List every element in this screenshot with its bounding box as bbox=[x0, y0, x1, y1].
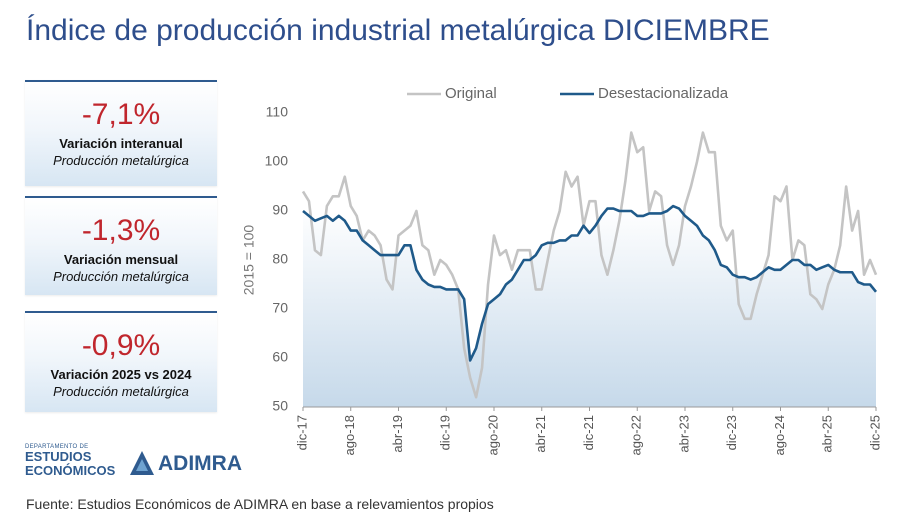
x-tick-label: dic-23 bbox=[724, 415, 739, 450]
x-tick-label: dic-19 bbox=[438, 415, 453, 450]
x-tick-label: dic-21 bbox=[581, 415, 596, 450]
legend-label: Original bbox=[445, 85, 497, 102]
kpi-label: Variación mensual bbox=[63, 252, 179, 267]
x-tick-label: abr-19 bbox=[390, 415, 405, 453]
kpi-card: -7,1% Variación interanual Producción me… bbox=[25, 80, 217, 186]
kpi-card: -0,9% Variación 2025 vs 2024 Producción … bbox=[25, 311, 217, 412]
kpi-sub: Producción metalúrgica bbox=[53, 269, 189, 284]
x-tick-label: ago-20 bbox=[485, 415, 500, 455]
area-fill bbox=[303, 206, 876, 407]
x-tick-label: dic-17 bbox=[294, 415, 309, 450]
kpi-sub: Producción metalúrgica bbox=[53, 384, 189, 399]
department-logo: DEPARTAMENTO DE ESTUDIOS ECONÓMICOS bbox=[25, 444, 115, 478]
x-tick-label: ago-24 bbox=[772, 415, 787, 455]
chart: 2015 = 100 50 60 70 80 90 100 110 dic-17 ago-18 ab… bbox=[241, 85, 883, 456]
kpi-card: -1,3% Variación mensual Producción metal… bbox=[25, 196, 217, 295]
kpi-value: -1,3% bbox=[81, 214, 161, 247]
x-tick-label: ago-18 bbox=[342, 415, 357, 455]
x-tick-label: dic-25 bbox=[867, 415, 882, 450]
department-label: DEPARTAMENTO DE bbox=[25, 444, 89, 450]
brand-icon bbox=[130, 451, 154, 475]
kpi-label: Variación interanual bbox=[59, 136, 183, 151]
kpi-value: -0,9% bbox=[81, 329, 161, 362]
kpi-value: -7,1% bbox=[81, 98, 161, 131]
y-tick-label: 50 bbox=[272, 398, 288, 414]
source-note: Fuente: Estudios Económicos de ADIMRA en… bbox=[26, 496, 494, 512]
brand-name: ADIMRA bbox=[158, 452, 242, 475]
x-tick-label: ago-22 bbox=[629, 415, 644, 455]
series-line bbox=[301, 131, 878, 399]
y-tick-label: 80 bbox=[272, 251, 288, 267]
y-tick-label: 60 bbox=[272, 349, 288, 365]
y-tick-label: 110 bbox=[266, 104, 289, 120]
kpi-label: Variación 2025 vs 2024 bbox=[50, 367, 192, 382]
y-tick-label: 90 bbox=[272, 202, 288, 218]
y-axis-label: 2015 = 100 bbox=[241, 225, 257, 296]
x-tick-label: abr-21 bbox=[533, 415, 548, 453]
x-tick-label: abr-23 bbox=[676, 415, 691, 453]
department-name: ECONÓMICOS bbox=[25, 463, 116, 478]
department-name: ESTUDIOS bbox=[25, 449, 92, 464]
legend-label: Desestacionalizada bbox=[598, 85, 729, 102]
y-tick-label: 70 bbox=[272, 300, 288, 316]
kpi-sub: Producción metalúrgica bbox=[53, 153, 189, 168]
y-tick-label: 100 bbox=[265, 153, 289, 169]
series-line bbox=[302, 204, 878, 362]
page-title: Índice de producción industrial metalúrg… bbox=[26, 14, 770, 47]
x-tick-label: abr-25 bbox=[820, 415, 835, 453]
